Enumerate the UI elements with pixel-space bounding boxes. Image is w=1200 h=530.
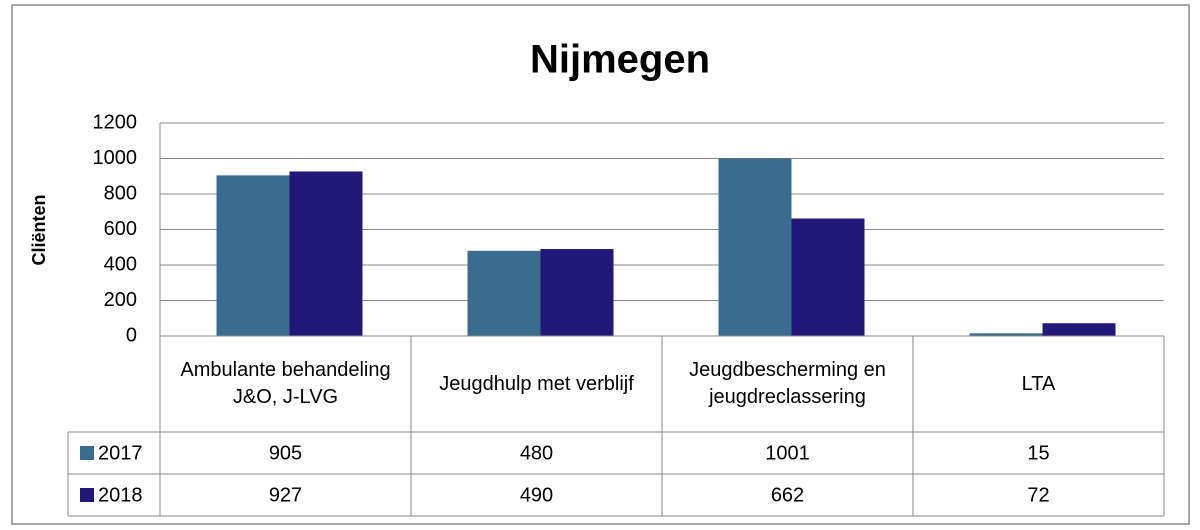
category-label: Ambulante behandeling J&O, J-LVG bbox=[180, 359, 391, 408]
table-value: 1001 bbox=[765, 442, 810, 464]
y-tick-label: 0 bbox=[126, 324, 137, 346]
y-axis-label: Cliënten bbox=[29, 194, 49, 265]
legend-label: 2018 bbox=[98, 484, 143, 506]
table-value: 927 bbox=[269, 484, 302, 506]
y-tick-label: 1000 bbox=[93, 147, 138, 169]
y-tick-label: 200 bbox=[104, 289, 137, 311]
bar bbox=[540, 249, 614, 336]
bar bbox=[216, 175, 290, 336]
category-label: Jeugdhulp met verblijf bbox=[439, 372, 634, 395]
legend-label: 2017 bbox=[98, 442, 143, 464]
bar bbox=[467, 250, 541, 336]
y-tick-label: 400 bbox=[104, 253, 137, 275]
bar bbox=[289, 171, 363, 336]
table-value: 662 bbox=[771, 484, 804, 506]
table-value: 480 bbox=[520, 442, 553, 464]
legend-key bbox=[80, 488, 94, 502]
bar bbox=[718, 158, 792, 336]
table-value: 72 bbox=[1027, 484, 1049, 506]
bar bbox=[791, 218, 865, 336]
table-value: 490 bbox=[520, 484, 553, 506]
legend-key bbox=[80, 446, 94, 460]
bar bbox=[1042, 323, 1116, 336]
table-value: 905 bbox=[269, 442, 302, 464]
category-label: LTA bbox=[1021, 372, 1056, 395]
chart-title: Nijmegen bbox=[530, 38, 710, 82]
category-label: Jeugdbescherming en jeugdreclassering bbox=[689, 359, 886, 408]
y-tick-label: 1200 bbox=[93, 111, 138, 133]
y-tick-label: 800 bbox=[104, 182, 137, 204]
y-tick-label: 600 bbox=[104, 218, 137, 240]
table-value: 15 bbox=[1027, 442, 1049, 464]
bar bbox=[969, 333, 1043, 336]
